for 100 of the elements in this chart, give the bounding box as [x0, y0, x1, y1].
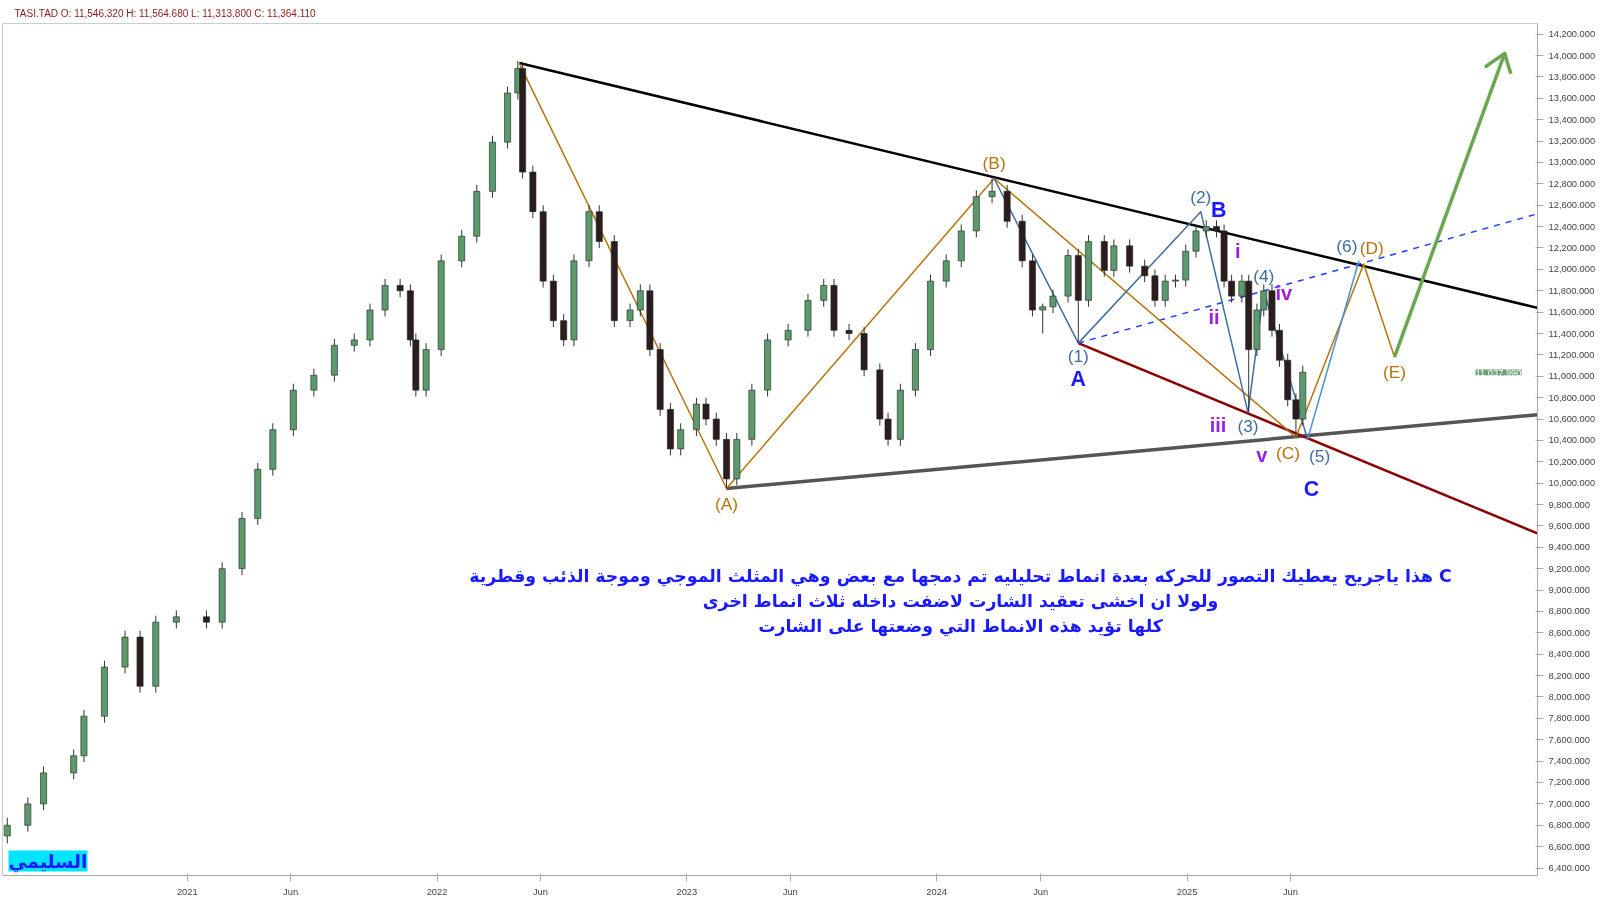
candlestick — [70, 748, 78, 780]
candlestick — [350, 333, 358, 353]
candlestick — [1141, 259, 1149, 283]
y-tick-label: 9,600.000 — [1548, 520, 1590, 531]
y-tick-label: 6,400.000 — [1548, 863, 1590, 874]
annotation: (E) — [1382, 362, 1407, 383]
candlestick — [677, 422, 685, 456]
y-tick-label: 12,000.000 — [1548, 264, 1596, 275]
x-tick-label: Jun — [532, 886, 548, 897]
candlestick — [24, 796, 32, 833]
y-tick-label: 9,400.000 — [1548, 542, 1590, 553]
candlestick — [560, 313, 568, 347]
candlestick — [712, 412, 720, 447]
annotation: i — [1234, 239, 1241, 262]
y-tick-label: 8,200.000 — [1548, 670, 1590, 681]
y-tick-label: 14,200.000 — [1548, 29, 1596, 40]
y-tick-label: 12,200.000 — [1548, 242, 1596, 253]
annotation: (B) — [982, 152, 1006, 173]
candlestick — [784, 323, 792, 347]
y-tick-label: 7,600.000 — [1548, 734, 1590, 745]
line-series — [1392, 51, 1513, 359]
annotation: iii — [1209, 413, 1227, 436]
y-tick-label: 10,400.000 — [1548, 435, 1596, 446]
y-tick-label: 9,000.000 — [1548, 585, 1590, 596]
y-tick-label: 9,200.000 — [1548, 563, 1590, 574]
candlestick — [172, 609, 180, 630]
annotation: A — [1070, 367, 1087, 392]
x-tick-label: 2025 — [1176, 886, 1198, 897]
y-tick-label: 8,600.000 — [1548, 627, 1590, 638]
y-tick-label: 13,600.000 — [1548, 93, 1596, 104]
candlestick — [1126, 238, 1134, 274]
candlestick — [988, 178, 996, 204]
candlestick — [845, 323, 853, 341]
annotation: السليمي — [8, 850, 88, 873]
candlestick — [396, 278, 404, 298]
y-tick-label: 11,600.000 — [1548, 307, 1595, 318]
annotation: هذا ياجريح يعطيك التصور للحركه بعدة انماط تحليليه تم دمجها مع بعض وهي المثلث الموجي وموجة الذئب وقطرية C — [469, 565, 1452, 587]
x-tick-label: 2024 — [926, 886, 948, 897]
annotation: iv — [1275, 281, 1293, 304]
x-tick-label: 2021 — [176, 886, 198, 897]
y-tick-label: 8,800.000 — [1548, 606, 1590, 617]
y-tick-label: 13,000.000 — [1548, 157, 1596, 168]
candlestick — [626, 303, 634, 328]
annotation: (6) — [1336, 235, 1358, 256]
y-tick-label: 7,200.000 — [1548, 777, 1590, 788]
y-tick-label: 12,400.000 — [1548, 221, 1596, 232]
candlestick — [942, 253, 950, 289]
y-tick-label: 10,000.000 — [1548, 478, 1596, 489]
y-tick-label: 13,400.000 — [1548, 114, 1596, 125]
candlestick — [1039, 303, 1047, 335]
y-tick-label: 9,800.000 — [1548, 499, 1590, 510]
y-tick-label: 11,200.000 — [1548, 349, 1595, 360]
y-tick-label: 6,800.000 — [1548, 820, 1590, 831]
y-tick-label: 6,600.000 — [1548, 841, 1590, 852]
x-tick-label: 2022 — [426, 886, 448, 897]
x-tick-label: Jun — [283, 886, 299, 897]
candlestick — [1161, 274, 1169, 308]
y-tick-label: 7,400.000 — [1548, 756, 1590, 767]
annotation: (5) — [1308, 446, 1331, 467]
candlestick — [702, 397, 710, 426]
y-tick-label: 10,200.000 — [1548, 456, 1596, 467]
y-tick-label: 8,000.000 — [1548, 691, 1590, 702]
annotation: (C) — [1275, 443, 1300, 464]
annotation: ولولا ان اخشى تعقيد الشارت لاضفت داخله ثلاث انماط اخرى — [702, 590, 1219, 612]
annotation: (1) — [1067, 346, 1089, 367]
candlestick — [1049, 289, 1057, 314]
y-tick-label: 10,600.000 — [1548, 414, 1596, 425]
y-tick-label: 12,800.000 — [1548, 178, 1596, 189]
candlestick — [820, 278, 828, 308]
annotation: كلها تؤيد هذه الانماط التي وضعتها على الشارت — [758, 615, 1164, 637]
x-tick-label: Jun — [1282, 886, 1298, 897]
x-tick-label: Jun — [1033, 886, 1049, 897]
y-tick-label: 10,800.000 — [1548, 392, 1596, 403]
annotation: (3) — [1237, 415, 1259, 436]
candlestick — [1192, 223, 1200, 259]
candlestick — [203, 609, 210, 630]
x-tick-label: Jun — [782, 886, 798, 897]
y-tick-label: 11,400.000 — [1548, 328, 1595, 339]
annotation: (D) — [1359, 238, 1384, 259]
y-tick-label: 7,000.000 — [1548, 798, 1590, 809]
annotation: 11,037.990 — [1475, 367, 1522, 378]
annotation: C — [1303, 477, 1320, 502]
y-tick-label: 7,800.000 — [1548, 713, 1590, 724]
candlestick — [636, 283, 644, 317]
annotation: v — [1256, 444, 1269, 467]
y-tick-label: 11,000.000 — [1548, 371, 1595, 382]
x-tick-label: 2023 — [676, 886, 698, 897]
y-tick-label: 13,200.000 — [1548, 136, 1596, 147]
y-tick-label: 8,400.000 — [1548, 649, 1590, 660]
annotation: (4) — [1253, 265, 1275, 286]
chart-title: TASI.TAD O: 11,546.320 H: 11,564.680 L: 11,313.800 C: 11,364.110 — [14, 7, 317, 19]
annotation: B — [1211, 197, 1227, 222]
y-tick-label: 13,800.000 — [1548, 71, 1596, 82]
annotation: (A) — [714, 493, 739, 514]
annotation: ii — [1208, 306, 1220, 329]
y-tick-label: 14,000.000 — [1548, 50, 1596, 61]
annotation: (2) — [1190, 186, 1212, 207]
candlestick — [310, 368, 318, 398]
y-tick-label: 12,600.000 — [1548, 200, 1596, 211]
candlestick — [3, 817, 11, 844]
